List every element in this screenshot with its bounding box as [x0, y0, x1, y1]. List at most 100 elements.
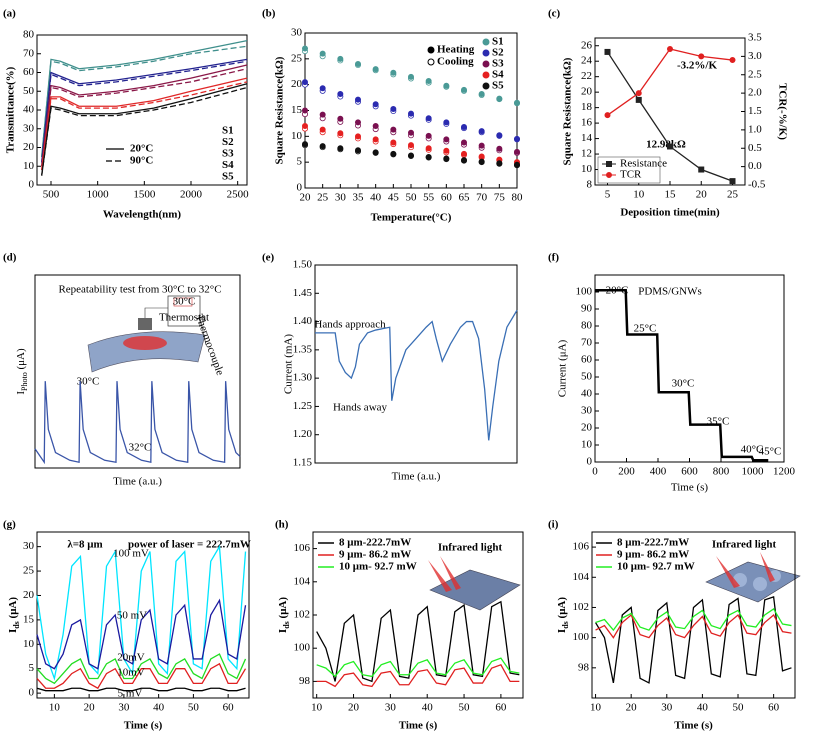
y-axis-label-part: I	[15, 391, 27, 395]
data-point	[514, 161, 521, 168]
legend-label: S2	[492, 47, 504, 59]
inset-bump	[753, 577, 767, 591]
data-point	[698, 166, 705, 173]
y-tick-label: 5	[297, 156, 303, 168]
data-point	[425, 145, 432, 152]
data-line	[316, 600, 520, 683]
y-tick-label: 20	[23, 589, 35, 601]
legend-swatch	[427, 58, 435, 66]
x-axis-label: Time (a.u.)	[392, 471, 441, 483]
y-tick-label: 10	[23, 160, 35, 172]
data-line	[315, 309, 518, 441]
data-point	[301, 123, 308, 130]
data-line	[41, 58, 248, 163]
legend-label: S3	[222, 148, 234, 160]
y-axis-label: Ids (μA)	[277, 597, 292, 633]
data-line	[595, 613, 792, 639]
legend-label: TCR	[620, 169, 642, 181]
x-axis-label: Time (s)	[671, 482, 709, 494]
data-point	[390, 139, 397, 146]
y-tick-label: 70	[581, 337, 593, 349]
y-tick-label: 20	[581, 86, 593, 98]
data-line	[41, 60, 248, 163]
legend-label: 10 μm- 92.7 mW	[617, 561, 695, 573]
y-tick-label: 24	[581, 55, 593, 67]
inset-label: Thermostat	[159, 312, 209, 324]
y-tick-label: 104	[294, 575, 311, 587]
data-point	[460, 86, 467, 93]
data-point	[407, 142, 414, 149]
inset-heat	[123, 336, 167, 350]
data-point	[319, 111, 326, 118]
data-point	[667, 46, 674, 53]
chart-title: PDMS/GNWs	[638, 286, 702, 298]
data-point	[729, 57, 736, 64]
data-point	[478, 142, 485, 149]
data-line	[41, 68, 248, 167]
y-tick-label: 106	[294, 542, 311, 554]
inset-beam	[716, 552, 775, 588]
x-tick-label: 60	[495, 702, 507, 714]
x-axis-label: Time (s)	[399, 720, 438, 732]
data-point	[443, 155, 450, 162]
y-tick-label: 10	[23, 638, 35, 650]
plot-frame	[34, 274, 241, 469]
data-point	[319, 50, 326, 57]
data-point	[635, 96, 642, 103]
y-tick-label: 14	[581, 132, 593, 144]
legend-label: 90°C	[130, 155, 153, 167]
y2-tick-label: 2.5	[748, 68, 762, 80]
panel-label: (i)	[548, 519, 559, 531]
legend-label: S2	[222, 136, 234, 148]
annotation: 40°C	[741, 444, 764, 456]
x-tick-label: 1000	[742, 466, 765, 478]
legend-label: 20mV	[117, 652, 145, 664]
y-tick-label: 26	[581, 39, 593, 51]
panel: (g) 10 20 30 40 50 60 0 5 10 15 20 25 30 Time (s) Ids (…	[3, 519, 251, 732]
y-axis-label: IPhoto (μA)	[15, 348, 30, 395]
y-tick-label: 80	[23, 29, 35, 41]
annotation: λ=8 μm	[67, 539, 102, 551]
legend-label: S1	[222, 125, 234, 137]
y-tick-label: 8	[587, 179, 593, 191]
legend-label: 5 mV	[118, 688, 143, 700]
legend-label: 10mV	[117, 667, 145, 679]
y-tick-label: 50	[23, 85, 35, 97]
legend-swatch	[482, 71, 490, 79]
y-tick-label: 50	[581, 371, 593, 383]
x-tick-label: 20	[626, 702, 638, 714]
data-point	[514, 99, 521, 106]
data-point	[372, 123, 379, 130]
y-tick-label: 25	[23, 565, 35, 577]
data-point	[606, 161, 612, 167]
legend-label: S3	[492, 58, 504, 70]
legend-label: Cooling	[437, 56, 474, 68]
y-tick-label: 30	[23, 122, 35, 134]
data-point	[667, 143, 673, 150]
y-axis-label: Square Resistance(kΩ)	[274, 56, 286, 164]
legend-swatch	[482, 60, 490, 68]
y-axis-label-part: I	[7, 629, 19, 633]
data-point	[354, 96, 361, 103]
panel-label: (b)	[262, 8, 276, 20]
x-tick-label: 50	[406, 192, 418, 204]
y2-tick-label: 3.0	[748, 50, 762, 62]
x-tick-label: 20	[696, 189, 708, 201]
data-point	[425, 78, 432, 85]
data-point	[729, 178, 736, 185]
panel: (i) 10 20 30 40 50 60 98 100 102 104 106 Time (s) Ids…	[548, 519, 796, 732]
panel-label: (c)	[548, 8, 561, 20]
y2-tick-label: 0.0	[748, 160, 762, 172]
panel-label: (a)	[3, 8, 16, 20]
x-axis-label: Temperature(°C)	[371, 212, 452, 224]
y-tick-label: 15	[291, 104, 303, 116]
y-tick-label: 70	[23, 47, 35, 59]
data-point	[443, 119, 450, 126]
data-line	[36, 544, 247, 681]
data-point	[478, 90, 485, 97]
y-axis-label: Ids (μA)	[556, 597, 571, 633]
inset-d	[87, 295, 207, 373]
data-point	[372, 66, 379, 73]
annotation: Infrared light	[712, 539, 777, 551]
annotation: 25°C	[634, 323, 657, 335]
